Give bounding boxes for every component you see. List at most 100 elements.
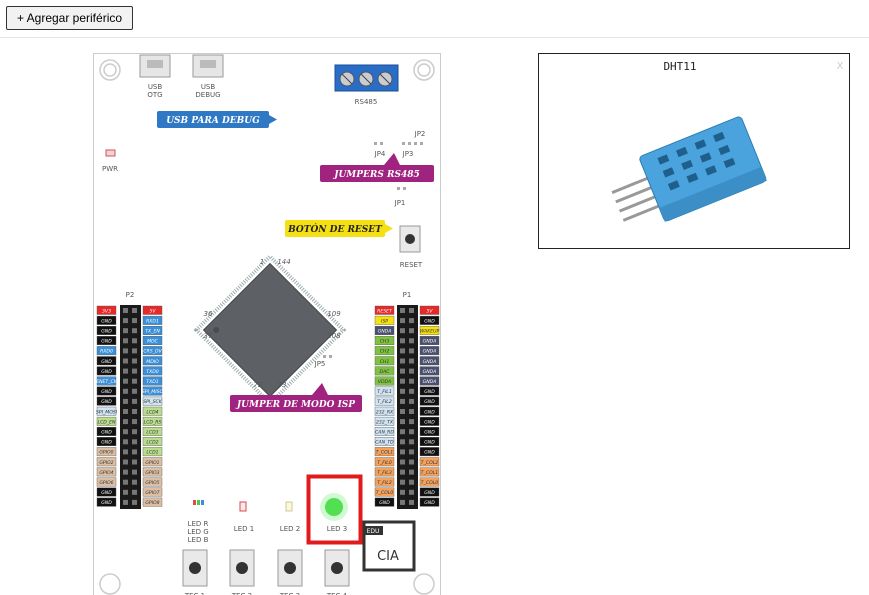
- pin: [400, 499, 405, 505]
- pin-label: LCD_EN: [98, 419, 117, 425]
- pin-label: LCD4: [146, 409, 158, 415]
- pin-label-box: [374, 497, 395, 507]
- pin-label: LCD2: [146, 440, 158, 446]
- edu-badge: [363, 526, 383, 535]
- pin-label: MDIO: [146, 359, 159, 365]
- pin: [400, 358, 405, 364]
- reset-knob: [405, 234, 415, 244]
- pin-label: GND: [101, 440, 112, 446]
- pin-label: LCD_RS: [144, 419, 162, 425]
- jumper-pins: [323, 142, 423, 358]
- pin-label: GND: [424, 500, 435, 506]
- pin-label-box: [142, 386, 163, 396]
- pin: [400, 378, 405, 384]
- chip-pin-number: 108: [327, 332, 341, 340]
- pin-label-box: [374, 477, 395, 487]
- pin-label-box: [374, 346, 395, 356]
- close-button[interactable]: X: [837, 61, 844, 72]
- pin-label-box: [96, 487, 117, 497]
- pin-label: GND: [424, 430, 435, 436]
- pin-label-box: [419, 366, 440, 376]
- pin: [123, 348, 128, 354]
- pin-label: GPIO8: [145, 500, 159, 506]
- led-label: LED B: [188, 536, 209, 544]
- pin-label-box: [96, 497, 117, 507]
- callout-box: [285, 220, 385, 237]
- pin: [409, 388, 414, 394]
- pin-label-box: [96, 467, 117, 477]
- pin: [409, 398, 414, 404]
- pwr-label: PWR: [102, 165, 118, 173]
- add-peripheral-button[interactable]: + Agregar periférico: [6, 6, 133, 30]
- ciaa-label: CIA: [377, 549, 399, 564]
- pin-label-box: [142, 457, 163, 467]
- usb-debug-label: USB: [201, 83, 216, 91]
- pin: [123, 378, 128, 384]
- pin: [400, 308, 405, 313]
- rs485-label: RS485: [355, 98, 378, 106]
- jp3-label: JP3: [402, 150, 414, 158]
- pin: [132, 328, 137, 334]
- callouts: USB PARA DEBUG JUMPERS RS485 BOTÓN DE RESE…: [157, 111, 434, 412]
- pin-label-box: [419, 305, 440, 315]
- led-label: LED R: [188, 520, 209, 528]
- pin-label-box: [374, 336, 395, 345]
- pin: [132, 338, 137, 344]
- pin-label-box: [96, 305, 117, 315]
- pin: [400, 439, 405, 445]
- pin-label: LCD1: [146, 450, 158, 456]
- pin: [400, 348, 405, 354]
- callout-text: USB PARA DEBUG: [166, 116, 260, 126]
- pin: [400, 398, 405, 404]
- pin: [400, 459, 405, 465]
- chip-pin-number: 144: [277, 258, 290, 266]
- edu-label: EDU: [367, 528, 380, 535]
- pin-label-box: [96, 437, 117, 446]
- button-label: TEC 2: [231, 592, 252, 595]
- pin-label: CH3: [380, 339, 390, 345]
- pin-label: LCD3: [146, 430, 158, 436]
- pin-label: GND: [424, 450, 435, 456]
- pin: [132, 489, 137, 495]
- pin: [123, 419, 128, 425]
- pin: [409, 429, 414, 435]
- pin-label: GND: [101, 500, 112, 506]
- pin: [123, 479, 128, 485]
- callout-box: [230, 395, 362, 412]
- pin: [132, 469, 137, 475]
- pin-label-box: [374, 406, 395, 416]
- chip-pin-number: 37: [204, 332, 213, 340]
- pin: [123, 449, 128, 455]
- pin: [400, 469, 405, 475]
- pin-label: SPI_MISO: [142, 389, 164, 395]
- pin: [400, 489, 405, 495]
- pin-label: CH2: [380, 349, 390, 355]
- pin-label: GPIO1: [145, 460, 159, 466]
- pin-label-box: [142, 437, 163, 446]
- pin: [123, 459, 128, 465]
- led-label: LED G: [187, 528, 208, 536]
- chip-pin-number: 109: [327, 310, 341, 318]
- pin-label: T_COL0: [421, 480, 438, 486]
- pin: [400, 429, 405, 435]
- pin: [123, 318, 128, 324]
- pin-label-box: [374, 305, 395, 315]
- pin-label: TXD1: [146, 379, 158, 385]
- mount-holes: [99, 59, 435, 595]
- pin-label: T_FIL0: [377, 460, 392, 466]
- chip-pin-number: 1: [260, 258, 264, 266]
- pin: [409, 419, 414, 425]
- pin-label: SPI_SCK: [143, 399, 162, 405]
- pin-label-box: [374, 437, 395, 446]
- pin: [409, 479, 414, 485]
- pin-label: TXD0: [146, 369, 158, 375]
- pin: [132, 388, 137, 394]
- pin-label-box: [142, 477, 163, 487]
- callout-box: [157, 111, 269, 128]
- pin: [400, 419, 405, 425]
- pin: [123, 358, 128, 364]
- led-label: LED 1: [234, 525, 254, 533]
- pin-label: GNDA: [423, 379, 437, 385]
- jp4-label: JP4: [374, 150, 386, 158]
